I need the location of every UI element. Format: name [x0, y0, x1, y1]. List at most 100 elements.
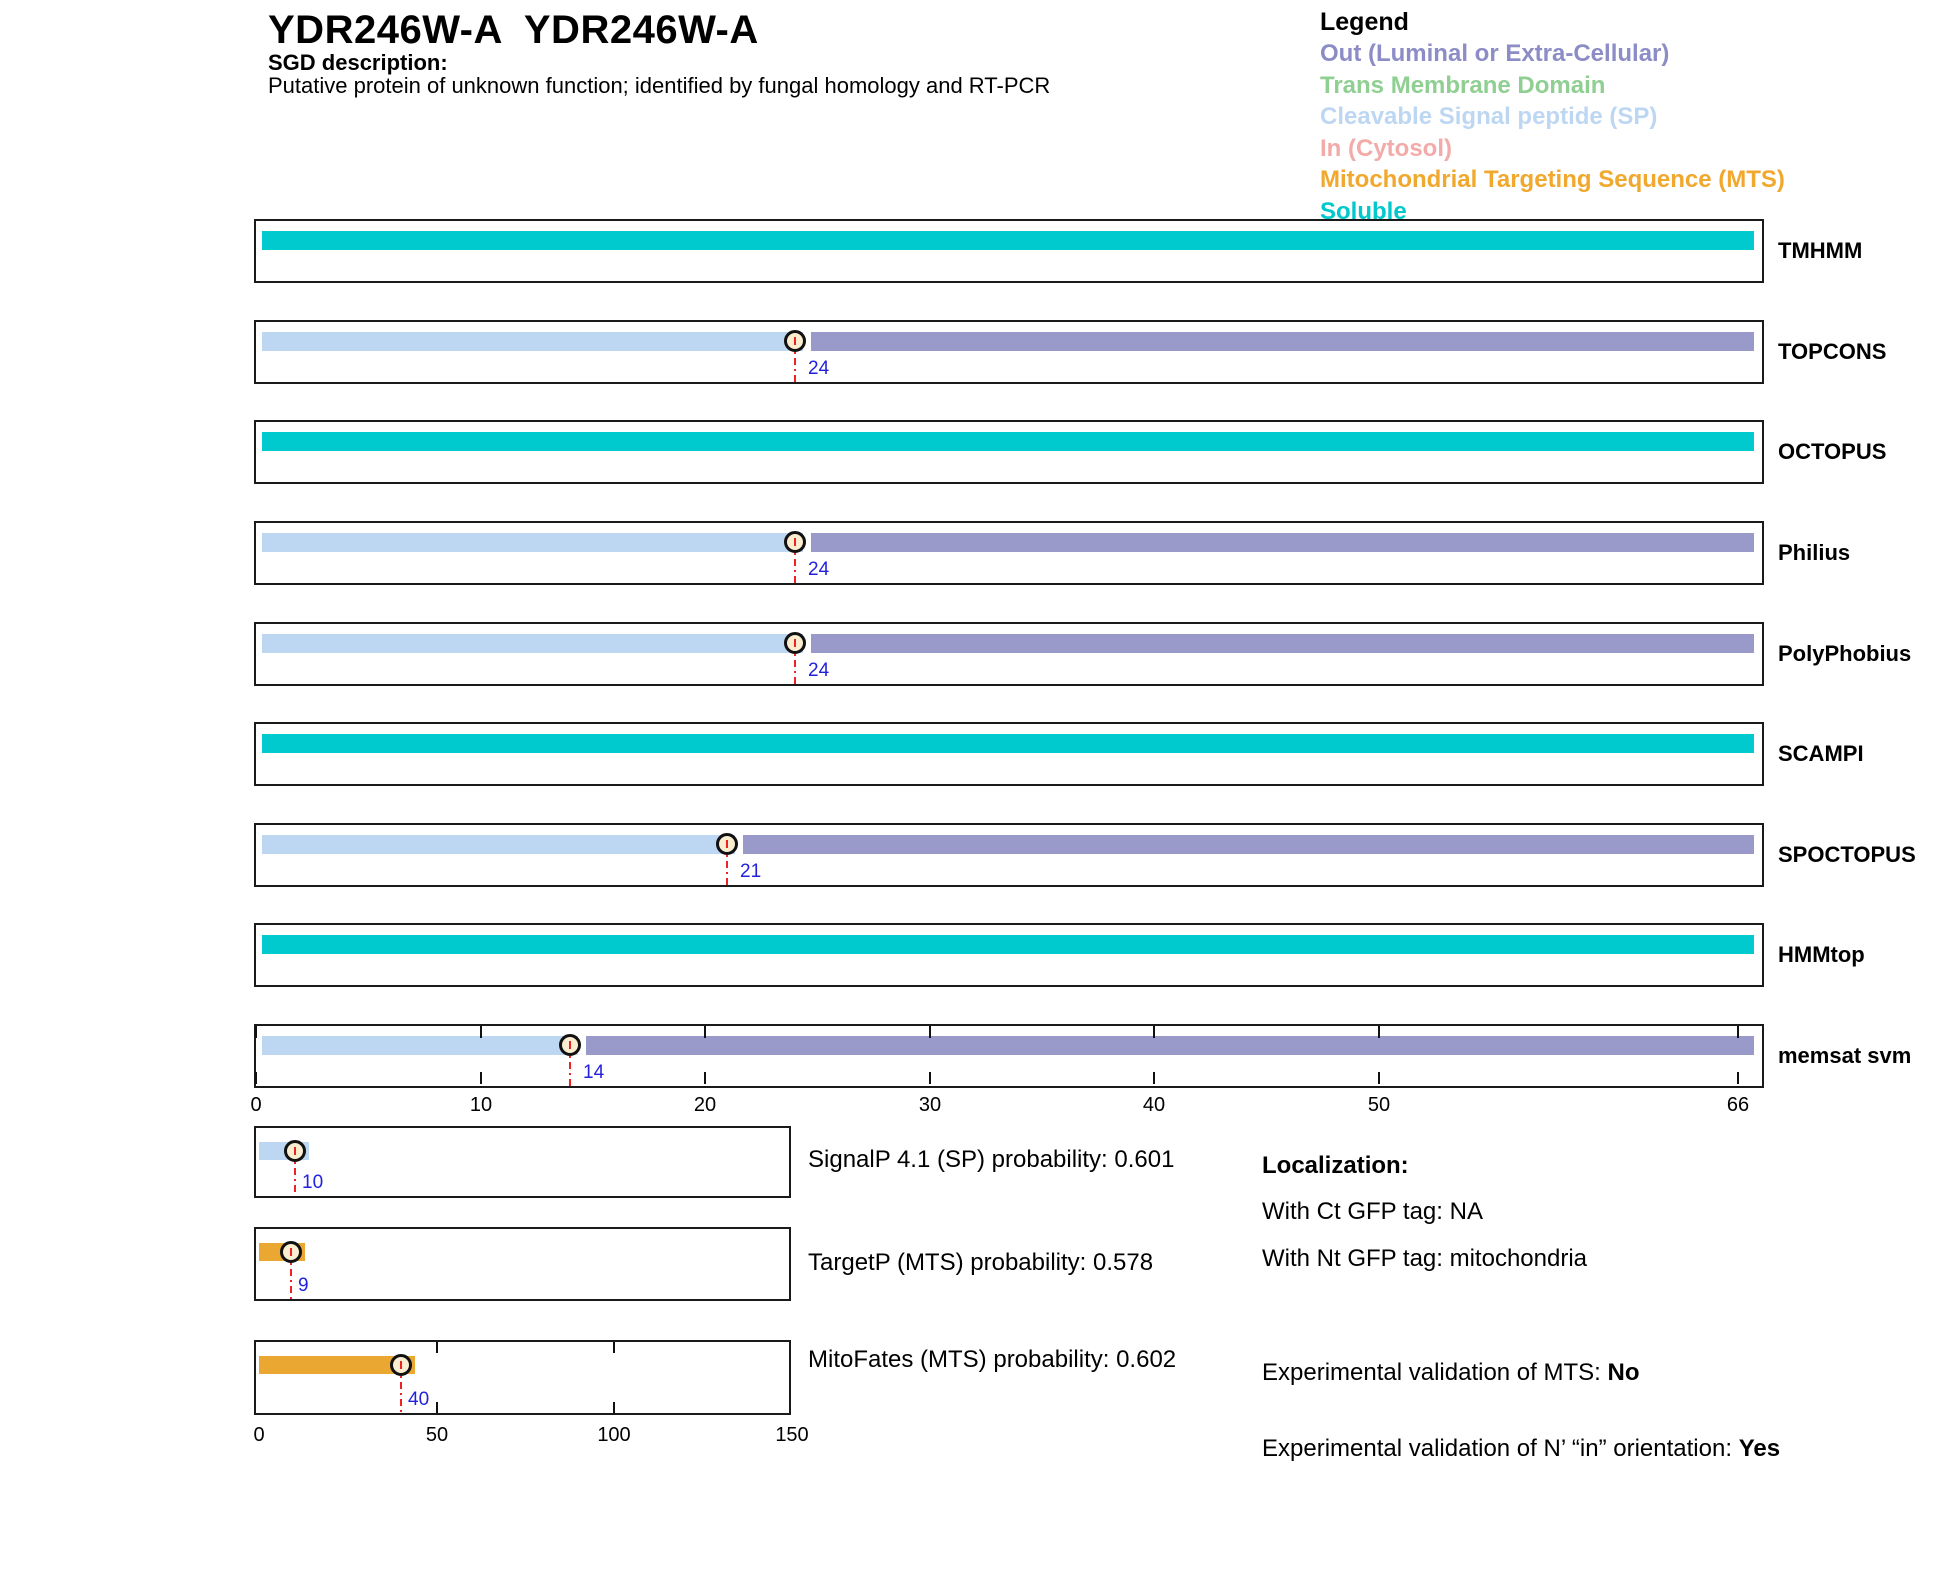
targetp-probability-label: TargetP (MTS) probability: 0.578	[808, 1249, 1154, 1276]
axis-tick-top-10	[480, 1026, 482, 1038]
residue-axis-label-66: 66	[1726, 1094, 1750, 1116]
sgd-description-label: SGD description:	[268, 50, 448, 75]
ct-gfp-tag-line: With Ct GFP tag: NA	[1262, 1198, 1483, 1225]
legend-item-out-luminal-or-extra-cellular: Out (Luminal or Extra-Cellular)	[1320, 40, 1670, 67]
track-bar-scampi-soluble	[262, 734, 1754, 753]
track-label-memsat-svm: memsat svm	[1778, 1043, 1912, 1068]
prob-tick-bottom-100	[613, 1402, 615, 1413]
prob-targetp-mts--marker-value: 9	[298, 1275, 309, 1296]
track-label-philius: Philius	[1778, 540, 1851, 565]
track-philius-boundary-value: 24	[808, 559, 830, 580]
page-title: YDR246W-A YDR246W-A	[268, 8, 759, 52]
prob-targetp-mts--boundary-guide-line	[290, 1252, 292, 1299]
track-spoctopus-boundary-guide-line	[726, 844, 728, 885]
track-box-scampi	[254, 722, 1764, 786]
prob-box-mitofates-mts-	[254, 1340, 791, 1415]
prob-tick-top-100	[613, 1342, 615, 1353]
axis-tick-bottom-0	[255, 1072, 257, 1084]
localization-title: Localization:	[1262, 1152, 1409, 1179]
prob-signalp-4-1-sp--boundary-guide-line	[294, 1151, 296, 1196]
track-box-philius	[254, 521, 1764, 585]
track-label-topcons: TOPCONS	[1778, 339, 1887, 364]
prob-mitofates-mts--marker-circle	[390, 1354, 412, 1376]
track-bar-topcons-out	[811, 332, 1754, 351]
probability-axis-label-150: 150	[775, 1424, 809, 1446]
orientation-validation-line: Experimental validation of N’ “in” orien…	[1262, 1436, 1780, 1462]
track-philius-marker-circle	[784, 531, 806, 553]
track-bar-polyphobius-out	[811, 634, 1754, 653]
track-bar-spoctopus-signal-peptide	[262, 835, 735, 854]
track-label-scampi: SCAMPI	[1778, 741, 1864, 766]
track-label-octopus: OCTOPUS	[1778, 439, 1887, 464]
track-polyphobius-boundary-value: 24	[808, 660, 830, 681]
probability-axis-label-50: 50	[425, 1424, 449, 1446]
axis-tick-bottom-50	[1378, 1072, 1380, 1084]
track-memsat-svm-marker-circle	[559, 1034, 581, 1056]
axis-tick-top-30	[929, 1026, 931, 1038]
track-bar-topcons-signal-peptide	[262, 332, 803, 351]
probability-axis-label-0: 0	[253, 1424, 265, 1446]
residue-axis-label-40: 40	[1142, 1094, 1166, 1116]
track-label-hmmtop: HMMtop	[1778, 942, 1865, 967]
track-memsat-svm-boundary-value: 14	[583, 1062, 605, 1083]
prob-signalp-4-1-sp--marker-value: 10	[302, 1172, 324, 1193]
mts-validation-value: No	[1607, 1359, 1640, 1386]
axis-tick-bottom-20	[704, 1072, 706, 1084]
orientation-validation-value: Yes	[1738, 1435, 1781, 1462]
prob-tick-bottom-50	[436, 1402, 438, 1413]
axis-tick-bottom-40	[1153, 1072, 1155, 1084]
track-box-polyphobius	[254, 622, 1764, 686]
axis-tick-bottom-10	[480, 1072, 482, 1084]
track-bar-philius-out	[811, 533, 1754, 552]
track-box-topcons	[254, 320, 1764, 384]
mitofates-probability-label: MitoFates (MTS) probability: 0.602	[808, 1346, 1177, 1373]
track-label-polyphobius: PolyPhobius	[1778, 641, 1912, 666]
track-memsat-svm-boundary-guide-line	[569, 1045, 571, 1086]
track-philius-boundary-guide-line	[794, 542, 796, 583]
track-polyphobius-boundary-guide-line	[794, 643, 796, 684]
prob-tick-top-50	[436, 1342, 438, 1353]
track-topcons-marker-circle	[784, 330, 806, 352]
track-bar-octopus-soluble	[262, 432, 1754, 451]
axis-tick-top-50	[1378, 1026, 1380, 1038]
axis-tick-top-66	[1737, 1026, 1739, 1038]
track-bar-memsat-svm-signal-peptide	[262, 1036, 578, 1055]
track-spoctopus-boundary-value: 21	[740, 861, 762, 882]
legend-item-trans-membrane-domain: Trans Membrane Domain	[1320, 71, 1606, 99]
track-bar-spoctopus-out	[743, 835, 1754, 854]
legend-item-mitochondrial-targeting-sequence-mts: Mitochondrial Targeting Sequence (MTS)	[1320, 166, 1785, 194]
prob-bar-mitofates-mts-	[259, 1356, 415, 1374]
track-spoctopus-marker-circle	[716, 833, 738, 855]
track-bar-memsat-svm-out	[586, 1036, 1754, 1055]
track-topcons-boundary-value: 24	[808, 358, 830, 379]
sgd-description-text: Putative protein of unknown function; id…	[268, 73, 1051, 98]
track-bar-philius-signal-peptide	[262, 533, 803, 552]
track-polyphobius-marker-circle	[784, 632, 806, 654]
prob-box-targetp-mts-	[254, 1227, 791, 1301]
axis-tick-bottom-30	[929, 1072, 931, 1084]
track-bar-tmhmm-soluble	[262, 231, 1754, 250]
track-box-spoctopus	[254, 823, 1764, 887]
track-label-spoctopus: SPOCTOPUS	[1778, 842, 1916, 867]
nt-gfp-tag-line: With Nt GFP tag: mitochondria	[1262, 1245, 1588, 1272]
legend-item-in-cytosol: In (Cytosol)	[1320, 134, 1452, 162]
axis-tick-top-0	[255, 1026, 257, 1038]
residue-axis-label-30: 30	[918, 1094, 942, 1116]
prob-box-signalp-4-1-sp-	[254, 1126, 791, 1198]
prob-mitofates-mts--marker-value: 40	[408, 1389, 430, 1410]
residue-axis-label-10: 10	[469, 1094, 493, 1116]
residue-axis-label-20: 20	[693, 1094, 717, 1116]
axis-tick-top-20	[704, 1026, 706, 1038]
signalp-probability-label: SignalP 4.1 (SP) probability: 0.601	[808, 1146, 1175, 1173]
track-topcons-boundary-guide-line	[794, 341, 796, 382]
track-bar-polyphobius-signal-peptide	[262, 634, 803, 653]
track-box-tmhmm	[254, 219, 1764, 283]
probability-axis-label-100: 100	[597, 1424, 631, 1446]
prob-mitofates-mts--boundary-guide-line	[400, 1365, 402, 1413]
residue-axis-label-50: 50	[1367, 1094, 1391, 1116]
axis-tick-bottom-66	[1737, 1072, 1739, 1084]
prob-signalp-4-1-sp--marker-circle	[284, 1140, 306, 1162]
axis-tick-top-40	[1153, 1026, 1155, 1038]
prob-targetp-mts--marker-circle	[280, 1241, 302, 1263]
track-label-tmhmm: TMHMM	[1778, 238, 1863, 263]
